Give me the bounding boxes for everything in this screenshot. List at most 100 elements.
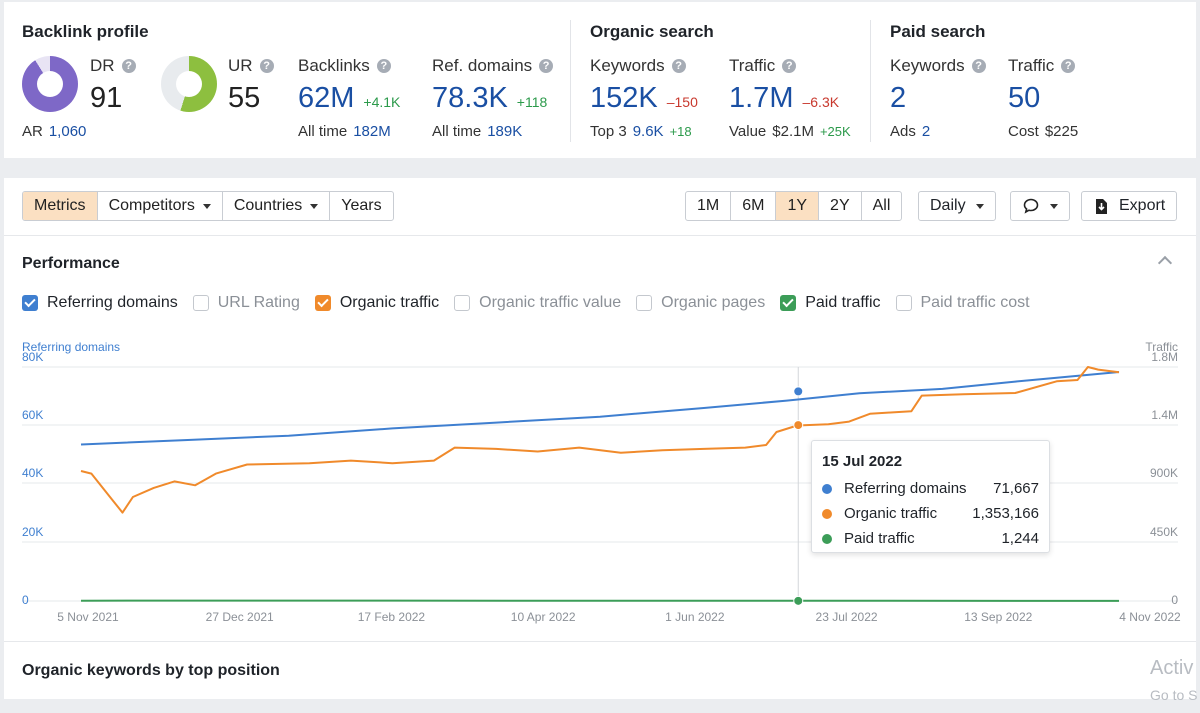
help-icon[interactable]: ?	[121, 59, 136, 73]
tooltip-series-value: 1,353,166	[972, 505, 1039, 522]
tooltip-row: Paid traffic 1,244	[822, 526, 1039, 551]
ref-domains-label: Ref. domains ?	[432, 56, 554, 76]
checkbox-paid-traffic-cost[interactable]: Paid traffic cost	[895, 294, 1030, 312]
tab-competitors[interactable]: Competitors	[98, 192, 223, 220]
legend-dot-icon	[822, 483, 832, 494]
checkbox-checked-icon[interactable]	[22, 295, 38, 311]
paid-traffic-value[interactable]: 50	[1008, 82, 1040, 115]
paid-traffic-label-text: Traffic	[1008, 56, 1055, 75]
checkbox-paid-traffic[interactable]: Paid traffic	[780, 294, 881, 312]
dr-label: DR ?	[90, 56, 136, 76]
x-axis-tick: 1 Jun 2022	[665, 610, 725, 624]
comment-icon	[1023, 198, 1039, 214]
paid-traffic-label: Traffic ?	[1008, 56, 1076, 76]
tooltip-series-name: Referring domains	[844, 480, 967, 497]
export-button[interactable]: Export	[1081, 191, 1178, 221]
organic-keywords-delta: –150	[666, 94, 698, 110]
performance-title: Performance	[22, 255, 120, 272]
ar-row: AR 1,060	[22, 123, 86, 140]
report-tabs: Metrics Competitors Countries Years	[22, 191, 394, 221]
tab-years[interactable]: Years	[330, 192, 392, 220]
ref-domains-number[interactable]: 78.3K	[432, 82, 508, 114]
tooltip-series-value: 71,667	[993, 480, 1039, 497]
interval-dropdown[interactable]: Daily	[918, 191, 996, 221]
tooltip-date: 15 Jul 2022	[822, 453, 903, 470]
help-icon[interactable]: ?	[782, 59, 797, 73]
range-1y-label: 1Y	[787, 197, 808, 214]
tab-countries[interactable]: Countries	[223, 192, 331, 220]
help-icon[interactable]: ?	[259, 59, 274, 73]
performance-panel: Metrics Competitors Countries Years 1M 6…	[4, 178, 1196, 699]
help-icon[interactable]: ?	[671, 59, 686, 73]
organic-keywords-section-title: Organic keywords by top position	[22, 662, 280, 679]
checkbox-checked-icon[interactable]	[314, 295, 331, 311]
tab-metrics[interactable]: Metrics	[23, 192, 98, 220]
performance-chart[interactable]	[4, 178, 1196, 638]
chevron-down-icon	[975, 203, 984, 209]
checkbox-label: Paid traffic	[805, 294, 881, 311]
range-6m[interactable]: 6M	[731, 192, 777, 220]
backlinks-alltime-value[interactable]: 182M	[353, 123, 391, 140]
help-icon[interactable]: ?	[1061, 59, 1076, 73]
x-axis-tick: 5 Nov 2021	[57, 610, 119, 624]
help-icon[interactable]: ?	[971, 59, 986, 73]
backlinks-label-text: Backlinks	[298, 56, 370, 75]
ur-label: UR ?	[228, 56, 274, 76]
organic-keywords-label-text: Keywords	[590, 56, 665, 75]
range-2y-label: 2Y	[830, 197, 850, 214]
help-icon[interactable]: ?	[539, 59, 554, 73]
range-1y[interactable]: 1Y	[776, 192, 820, 220]
annotations-dropdown[interactable]	[1010, 191, 1070, 221]
alltime-label: All time	[432, 123, 482, 140]
range-all[interactable]: All	[862, 192, 902, 220]
checkbox-empty-icon[interactable]	[454, 295, 471, 311]
organic-traffic-label-text: Traffic	[729, 56, 776, 75]
tooltip-series-name: Paid traffic	[844, 530, 915, 547]
top3-value[interactable]: 9.6K	[632, 123, 664, 140]
range-2y[interactable]: 2Y	[819, 192, 862, 220]
organic-traffic-number[interactable]: 1.7M	[729, 82, 794, 114]
backlinks-number[interactable]: 62M	[298, 82, 355, 114]
range-1m-label: 1M	[697, 197, 720, 214]
y-left-tick: 40K	[22, 466, 44, 480]
checkbox-empty-icon[interactable]	[895, 295, 912, 311]
divider	[4, 235, 1196, 236]
tab-competitors-label: Competitors	[108, 197, 195, 214]
checkbox-organic-pages[interactable]: Organic pages	[636, 294, 765, 312]
series-line-referring-domains	[80, 371, 1120, 446]
y-left-tick: 80K	[22, 350, 44, 364]
checkbox-referring-domains[interactable]: Referring domains	[22, 294, 178, 312]
checkbox-empty-icon[interactable]	[192, 295, 209, 311]
tooltip-row: Organic traffic 1,353,166	[822, 501, 1039, 526]
paid-keywords-label: Keywords ?	[890, 56, 986, 76]
backlinks-label: Backlinks ?	[298, 56, 391, 76]
paid-keywords-number[interactable]: 2	[890, 82, 907, 114]
x-axis-tick: 10 Apr 2022	[510, 610, 576, 624]
metric-checkboxes: Referring domains URL Rating Organic traff…	[22, 294, 1045, 312]
checkbox-organic-traffic[interactable]: Organic traffic	[314, 294, 439, 312]
checkbox-checked-icon[interactable]	[780, 295, 797, 311]
checkbox-url-rating[interactable]: URL Rating	[192, 294, 300, 312]
checkbox-empty-icon[interactable]	[636, 295, 653, 311]
paid-traffic-number[interactable]: 50	[1008, 82, 1041, 114]
ar-value-link[interactable]: 1,060	[48, 123, 87, 140]
ur-value: 55	[228, 82, 261, 114]
ref-domains-alltime-value[interactable]: 189K	[487, 123, 523, 140]
chevron-down-icon	[310, 203, 319, 209]
y-left-tick: 20K	[22, 525, 44, 539]
divider	[870, 20, 871, 142]
tooltip-rows: Referring domains 71,667 Organic traffic 1,…	[822, 476, 1039, 551]
organic-keywords-number[interactable]: 152K	[590, 82, 658, 114]
right-axis-title: Traffic	[1145, 340, 1178, 354]
paid-keywords-value[interactable]: 2	[890, 82, 906, 115]
range-1m[interactable]: 1M	[686, 192, 732, 220]
checkbox-label: Organic pages	[661, 294, 766, 311]
ads-value[interactable]: 2	[921, 123, 931, 140]
checkbox-organic-traffic-value[interactable]: Organic traffic value	[454, 294, 621, 312]
y-right-tick: 450K	[1149, 525, 1178, 539]
help-icon[interactable]: ?	[376, 59, 391, 73]
range-selector: 1M 6M 1Y 2Y All	[685, 191, 903, 221]
ads-label: Ads	[890, 123, 916, 140]
tab-years-label: Years	[341, 197, 382, 214]
ur-donut-chart	[161, 56, 217, 112]
